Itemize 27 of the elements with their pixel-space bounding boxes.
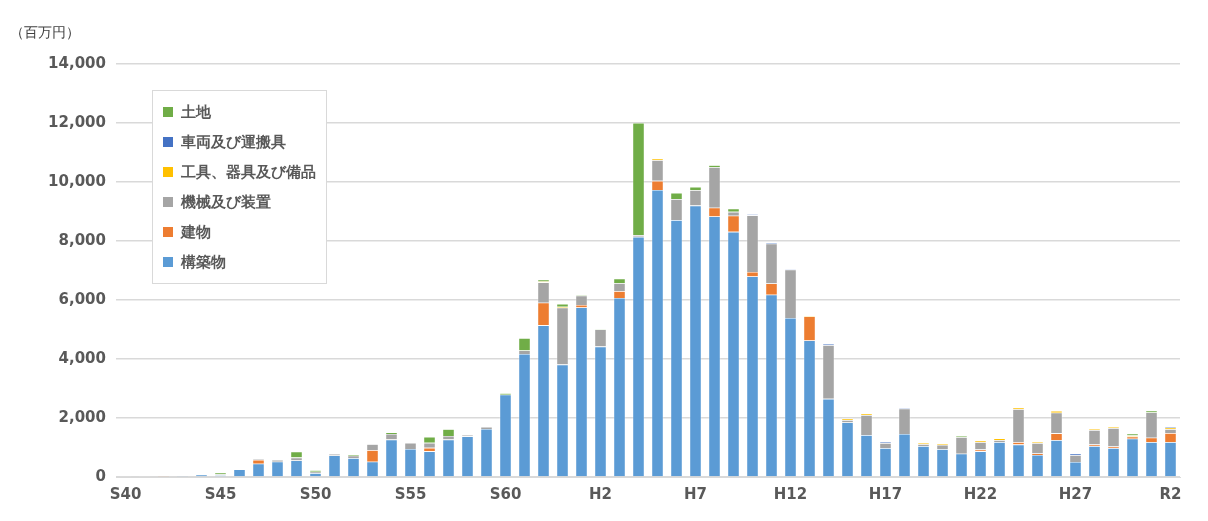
y-tick-label: 10,000 <box>48 171 106 190</box>
x-tick-label: H2 <box>589 484 612 503</box>
legend-label: 車両及び運搬具 <box>181 132 286 152</box>
legend-label: 構築物 <box>181 252 226 272</box>
y-tick-label: 12,000 <box>48 112 106 131</box>
x-tick-label: R2 <box>1159 484 1182 503</box>
x-tick-label: S55 <box>394 484 427 503</box>
x-tick-label: S50 <box>299 484 332 503</box>
y-tick-label: 0 <box>95 466 106 485</box>
x-tick-label: H17 <box>868 484 903 503</box>
x-tick-label: H27 <box>1058 484 1093 503</box>
x-tick-label: H22 <box>963 484 998 503</box>
x-tick-label: H7 <box>684 484 707 503</box>
y-tick-label: 2,000 <box>58 407 106 426</box>
legend-label: 土地 <box>181 102 211 122</box>
x-tick-label: S40 <box>109 484 142 503</box>
x-tick-label: H12 <box>773 484 808 503</box>
y-tick-label: 4,000 <box>58 348 106 367</box>
x-tick-label: S45 <box>204 484 237 503</box>
y-axis-title: （百万円） <box>10 24 80 42</box>
y-tick-label: 6,000 <box>58 289 106 308</box>
legend-label: 工具、器具及び備品 <box>181 162 316 182</box>
legend-label: 機械及び装置 <box>181 192 271 212</box>
legend-label: 建物 <box>181 222 211 242</box>
y-tick-label: 8,000 <box>58 230 106 249</box>
x-tick-label: S60 <box>489 484 522 503</box>
y-tick-label: 14,000 <box>48 53 106 72</box>
